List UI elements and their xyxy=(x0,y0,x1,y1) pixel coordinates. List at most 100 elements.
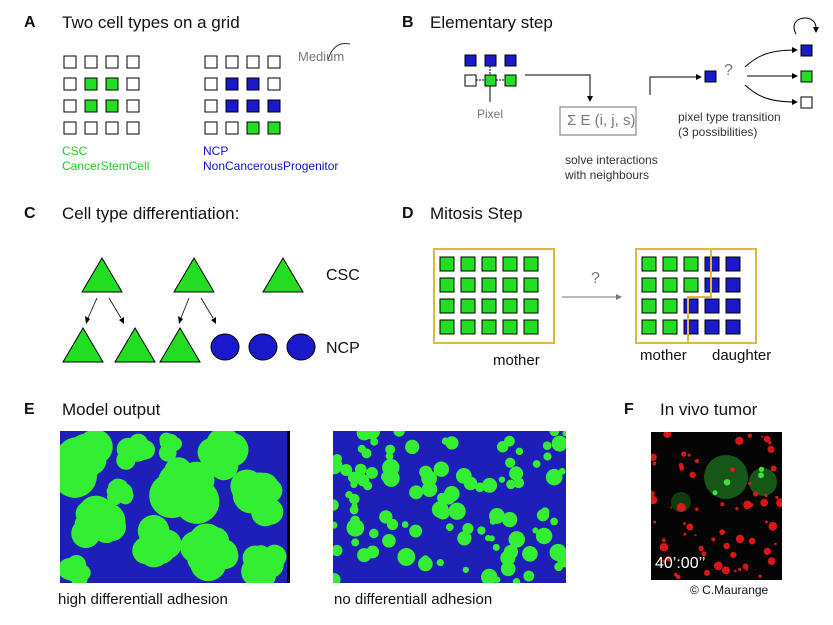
csc-cluster xyxy=(207,539,238,570)
csc-patch xyxy=(442,437,449,444)
caption-no-adhesion: no differentiall adhesion xyxy=(334,591,492,608)
csc-patch xyxy=(499,476,505,482)
fluorescent-cell xyxy=(735,507,738,510)
mother-label-right: mother xyxy=(640,347,687,364)
fluorescent-cell xyxy=(711,537,715,541)
grid-pixel xyxy=(247,100,259,112)
csc-patch xyxy=(549,544,566,561)
fluorescent-cell xyxy=(695,507,699,511)
csc-patch xyxy=(434,462,449,477)
cell-pixel xyxy=(642,320,656,334)
cell-pixel xyxy=(705,320,719,334)
fluorescent-cell xyxy=(775,496,778,499)
csc-cluster xyxy=(97,512,126,541)
fluorescent-cell xyxy=(768,557,776,565)
csc-patch xyxy=(532,527,538,533)
csc-patch xyxy=(346,519,364,537)
fluorescent-cell xyxy=(748,433,752,437)
cell-pixel xyxy=(684,257,698,271)
model-output-no-adhesion xyxy=(333,431,566,583)
fluorescent-cell xyxy=(688,454,691,457)
mother-label-left: mother xyxy=(493,352,540,369)
fluorescent-cell xyxy=(653,521,656,524)
ncp-abbr: NCP xyxy=(203,144,228,158)
cell-pixel xyxy=(440,299,454,313)
fluorescent-cell xyxy=(720,502,724,506)
transition-line-1: pixel type transition xyxy=(678,110,781,124)
grid-pixel xyxy=(85,78,97,90)
csc-patch xyxy=(355,473,366,484)
fluorescent-cell xyxy=(679,463,684,468)
csc-patch xyxy=(382,534,396,548)
grid-pixel xyxy=(85,56,97,68)
fluorescent-cell xyxy=(694,534,696,536)
csc-patch xyxy=(490,518,497,525)
csc-patch xyxy=(409,525,422,538)
cell-pixel xyxy=(461,257,475,271)
csc-patch xyxy=(456,468,472,484)
cell-pixel xyxy=(503,257,517,271)
cell-pixel xyxy=(503,278,517,292)
fluorescent-cell xyxy=(767,446,774,453)
csc-patch xyxy=(554,562,563,571)
panel-d-letter: D xyxy=(402,205,414,223)
cell-pixel xyxy=(440,278,454,292)
grid-pixel xyxy=(85,122,97,134)
fluorescent-cell xyxy=(768,522,777,531)
grid-pixel xyxy=(226,56,238,68)
csc-patch xyxy=(494,577,500,583)
csc-patch xyxy=(501,561,516,576)
csc-patch xyxy=(363,481,372,490)
csc-cluster xyxy=(201,446,232,477)
cell-pixel xyxy=(503,320,517,334)
image-credit: © C.Maurange xyxy=(690,583,768,597)
fluorescent-cell xyxy=(676,575,681,580)
green-fluorescence xyxy=(704,455,748,499)
grid-pixel xyxy=(205,56,217,68)
panel-f-letter: F xyxy=(624,401,634,419)
fluorescent-cell xyxy=(764,436,771,443)
csc-patch xyxy=(418,557,433,572)
grid-pixel xyxy=(205,122,217,134)
cell-pixel xyxy=(642,299,656,313)
csc-patch xyxy=(482,478,497,493)
csc-patch xyxy=(379,510,392,523)
csc-cluster xyxy=(107,489,123,505)
fluorescent-cell xyxy=(736,442,738,444)
fluorescent-cell xyxy=(738,568,741,571)
csc-patch xyxy=(550,518,558,526)
cell-pixel xyxy=(684,278,698,292)
fluorescent-cell xyxy=(774,543,777,546)
cell-pixel xyxy=(642,278,656,292)
csc-patch xyxy=(383,470,400,487)
cell-pixel xyxy=(440,320,454,334)
model-output-high-adhesion xyxy=(60,431,290,583)
fluorescent-cell xyxy=(759,467,764,472)
panel-c-title: Cell type differentiation: xyxy=(62,204,239,224)
cell-pixel xyxy=(726,320,740,334)
fluorescent-cell xyxy=(683,522,686,525)
fluorescent-cell xyxy=(736,535,744,543)
csc-patch xyxy=(405,440,419,454)
fluorescent-cell xyxy=(698,546,703,551)
grid-pixel xyxy=(64,100,76,112)
mitosis-diagram xyxy=(430,245,760,350)
fluorescent-cell xyxy=(761,436,763,438)
fluorescent-cell xyxy=(662,538,666,542)
cell-pixel xyxy=(482,320,496,334)
grid-pixel xyxy=(247,78,259,90)
grid-pixel xyxy=(268,100,280,112)
fluorescent-cell xyxy=(758,472,764,478)
csc-cluster xyxy=(248,473,279,504)
cell-pixel xyxy=(482,299,496,313)
csc-patch xyxy=(351,503,357,509)
csc-cluster xyxy=(167,440,179,452)
csc-patch xyxy=(504,436,515,447)
fluorescent-cell xyxy=(686,524,693,531)
grid-pixel xyxy=(127,56,139,68)
grid-pixel xyxy=(226,100,238,112)
csc-patch xyxy=(422,482,437,497)
csc-patch xyxy=(369,529,379,539)
cell-pixel xyxy=(663,278,677,292)
grid-csc xyxy=(64,56,139,134)
